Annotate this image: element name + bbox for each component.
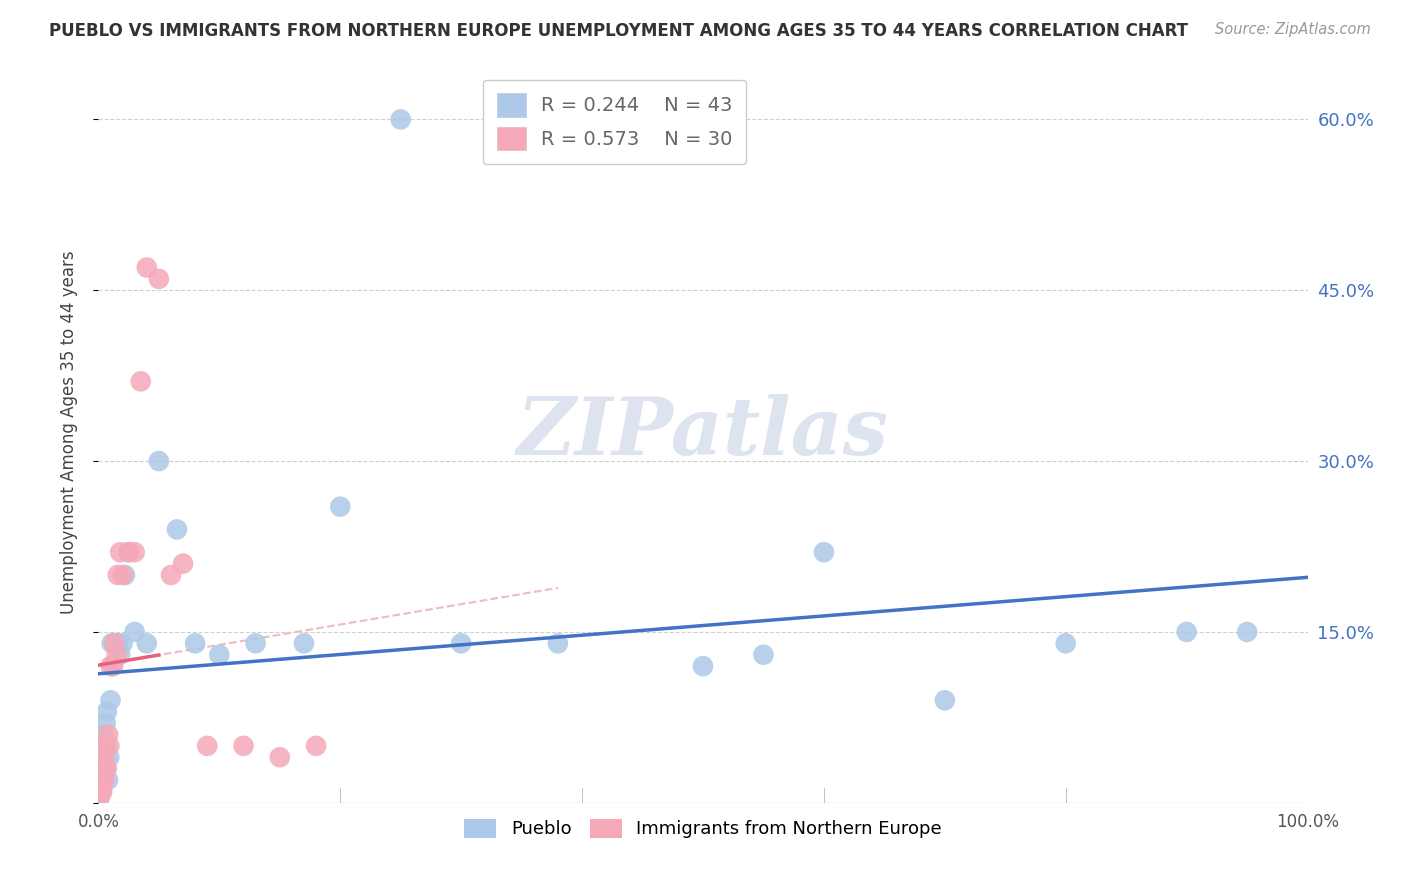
Point xyxy=(1175,624,1198,639)
Legend: Pueblo, Immigrants from Northern Europe: Pueblo, Immigrants from Northern Europe xyxy=(457,812,949,846)
Point xyxy=(124,624,146,639)
Point xyxy=(97,772,120,787)
Point xyxy=(135,636,157,650)
Point xyxy=(93,772,115,787)
Point xyxy=(208,648,231,662)
Point xyxy=(118,545,141,559)
Point xyxy=(91,727,114,741)
Point xyxy=(103,636,125,650)
Point xyxy=(94,716,117,731)
Point xyxy=(93,750,115,764)
Point xyxy=(107,636,129,650)
Point xyxy=(114,568,136,582)
Point xyxy=(108,545,131,559)
Point xyxy=(232,739,254,753)
Point xyxy=(813,545,835,559)
Point xyxy=(1236,624,1258,639)
Point xyxy=(934,693,956,707)
Point xyxy=(91,772,114,787)
Y-axis label: Unemployment Among Ages 35 to 44 years: Unemployment Among Ages 35 to 44 years xyxy=(59,251,77,615)
Point xyxy=(1054,636,1077,650)
Point xyxy=(90,762,112,776)
Point xyxy=(103,636,125,650)
Point xyxy=(148,454,170,468)
Text: PUEBLO VS IMMIGRANTS FROM NORTHERN EUROPE UNEMPLOYMENT AMONG AGES 35 TO 44 YEARS: PUEBLO VS IMMIGRANTS FROM NORTHERN EUROP… xyxy=(49,22,1188,40)
Point xyxy=(547,636,569,650)
Point xyxy=(195,739,218,753)
Point xyxy=(91,784,114,798)
Point xyxy=(96,705,118,719)
Point xyxy=(160,568,183,582)
Point xyxy=(91,750,114,764)
Point xyxy=(100,693,122,707)
Point xyxy=(100,659,122,673)
Point xyxy=(108,648,131,662)
Point xyxy=(118,545,141,559)
Point xyxy=(89,790,111,805)
Point xyxy=(89,784,111,798)
Point xyxy=(101,659,124,673)
Point xyxy=(111,636,134,650)
Point xyxy=(269,750,291,764)
Point xyxy=(93,762,115,776)
Point xyxy=(89,790,111,805)
Point xyxy=(389,112,412,127)
Point xyxy=(184,636,207,650)
Point xyxy=(752,648,775,662)
Point xyxy=(91,784,114,798)
Point xyxy=(292,636,315,650)
Point xyxy=(91,762,114,776)
Point xyxy=(89,784,111,798)
Point xyxy=(305,739,328,753)
Point xyxy=(172,557,194,571)
Point xyxy=(105,648,128,662)
Point xyxy=(124,545,146,559)
Point xyxy=(148,272,170,286)
Point xyxy=(101,659,124,673)
Point xyxy=(100,636,122,650)
Point xyxy=(98,750,121,764)
Point xyxy=(90,784,112,798)
Point xyxy=(94,739,117,753)
Point xyxy=(98,739,121,753)
Point xyxy=(90,772,112,787)
Point xyxy=(96,762,118,776)
Point xyxy=(107,568,129,582)
Point xyxy=(692,659,714,673)
Point xyxy=(129,375,152,389)
Point xyxy=(97,727,120,741)
Text: ZIPatlas: ZIPatlas xyxy=(517,394,889,471)
Point xyxy=(105,636,128,650)
Point xyxy=(90,772,112,787)
Point xyxy=(245,636,267,650)
Point xyxy=(93,739,115,753)
Point xyxy=(329,500,352,514)
Point xyxy=(450,636,472,650)
Text: Source: ZipAtlas.com: Source: ZipAtlas.com xyxy=(1215,22,1371,37)
Point xyxy=(135,260,157,275)
Point xyxy=(111,568,134,582)
Point xyxy=(166,523,188,537)
